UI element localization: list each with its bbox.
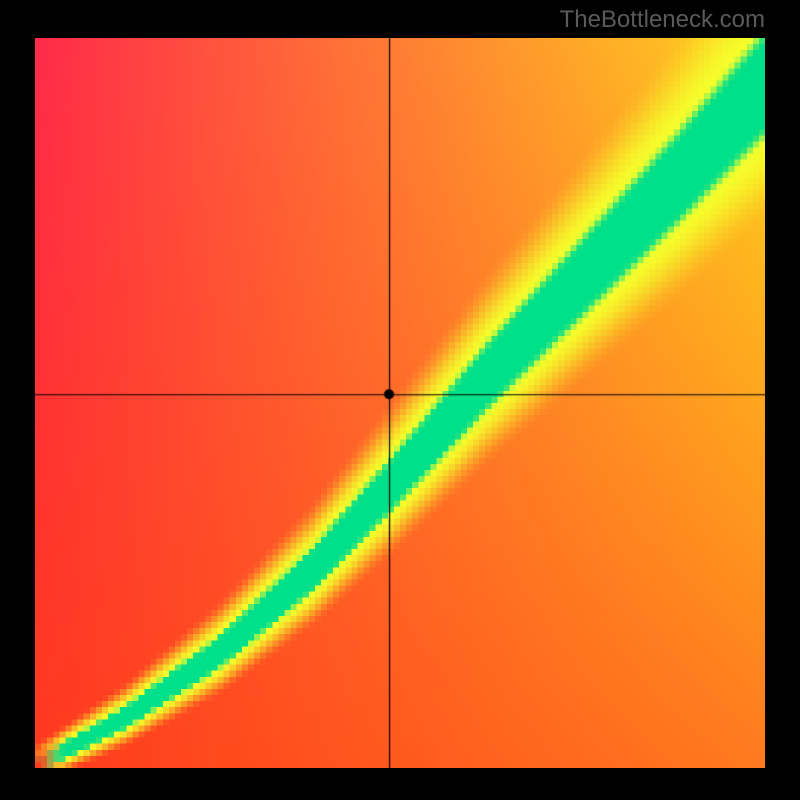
stage: TheBottleneck.com: [0, 0, 800, 800]
overlay-canvas: [35, 38, 765, 768]
attribution-text: TheBottleneck.com: [560, 6, 765, 34]
